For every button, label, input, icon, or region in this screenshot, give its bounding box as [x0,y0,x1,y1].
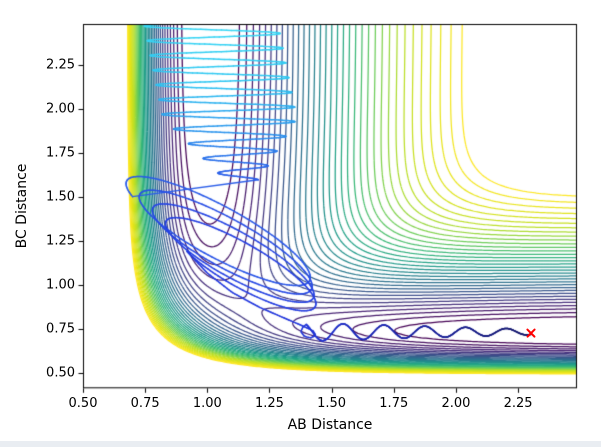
x-tick-label: 2.00 [441,396,471,412]
y-tick-label: 2.00 [46,101,75,117]
x-tick-label: 0.50 [68,396,98,412]
y-tick-label: 1.75 [46,145,75,161]
y-tick-label: 1.00 [46,277,75,293]
y-tick-label: 0.75 [46,321,75,337]
trajectory-end-marker-x-icon [525,327,537,339]
x-tick-label: 1.75 [379,396,409,412]
x-tick-label: 0.75 [130,396,160,412]
y-axis-label: BC Distance [14,163,30,249]
y-tick-label: 1.25 [46,233,75,249]
x-axis-label: AB Distance [287,417,373,434]
x-tick-label: 1.50 [317,396,347,412]
x-tick-label: 2.25 [503,396,533,412]
window-edge-strip [0,441,601,447]
x-tick-label: 1.00 [192,396,222,412]
x-tick-label: 1.25 [254,396,284,412]
y-tick-label: 2.25 [46,57,75,73]
y-tick-label: 1.50 [46,189,75,205]
y-tick-label: 0.50 [46,365,75,381]
